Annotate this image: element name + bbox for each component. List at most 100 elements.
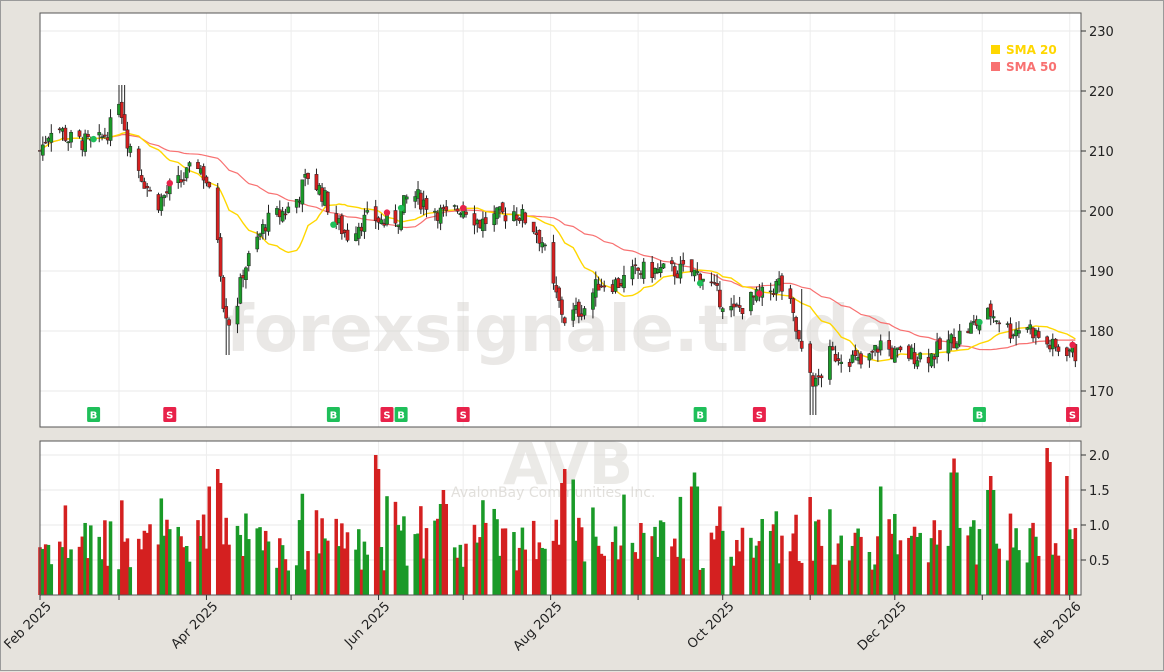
volume-bar bbox=[949, 472, 953, 595]
candle-body bbox=[560, 299, 564, 315]
candle-body bbox=[97, 132, 102, 136]
candle-body bbox=[325, 191, 330, 213]
volume-bar bbox=[452, 547, 457, 595]
volume-bar bbox=[681, 558, 685, 595]
volume-bar bbox=[433, 520, 437, 595]
volume-tick-label: 2.0 bbox=[1089, 449, 1110, 464]
volume-bar bbox=[43, 544, 48, 595]
candle-body bbox=[633, 264, 638, 266]
candle-body bbox=[100, 136, 104, 139]
volume-bar bbox=[108, 521, 113, 595]
candle-body bbox=[813, 377, 818, 387]
watermark-company: AvalonBay Communities, Inc. bbox=[451, 485, 655, 501]
volume-bar bbox=[540, 547, 544, 595]
candle-body bbox=[701, 278, 705, 282]
volume-bar bbox=[836, 543, 841, 595]
candle-body bbox=[870, 351, 875, 353]
candle-body bbox=[495, 207, 499, 219]
volume-bar bbox=[656, 556, 660, 595]
volume-bar bbox=[481, 500, 485, 595]
price-tick-label: 220 bbox=[1089, 85, 1114, 100]
x-tick-label: Feb 2025 bbox=[2, 599, 55, 652]
candle-body bbox=[794, 317, 798, 332]
candle-body bbox=[771, 293, 776, 295]
volume-bar bbox=[675, 556, 680, 595]
volume-bar bbox=[297, 520, 302, 595]
volume-bar bbox=[280, 545, 285, 595]
candle-body bbox=[661, 263, 666, 269]
candle-body bbox=[969, 322, 973, 334]
volume-bar bbox=[811, 560, 815, 595]
volume-bar bbox=[218, 483, 223, 595]
candle-body bbox=[122, 114, 127, 131]
candle-body bbox=[77, 130, 82, 137]
candle-body bbox=[294, 198, 299, 208]
candle-body bbox=[300, 179, 305, 205]
volume-bar bbox=[261, 550, 265, 595]
volume-bar bbox=[594, 536, 598, 595]
volume-bar bbox=[46, 544, 51, 595]
candle-body bbox=[235, 305, 240, 325]
volume-bar bbox=[562, 469, 567, 595]
volume-bar bbox=[97, 536, 102, 595]
buy-signal-marker bbox=[693, 407, 707, 422]
volume-bar bbox=[244, 513, 248, 595]
candle-body bbox=[562, 317, 567, 324]
volume-bar bbox=[794, 514, 798, 595]
sell-signal-dot bbox=[1069, 341, 1076, 349]
volume-bar bbox=[419, 506, 423, 595]
volume-bar bbox=[907, 537, 911, 595]
volume-bar bbox=[122, 541, 127, 595]
candle-body bbox=[492, 213, 497, 226]
volume-bar bbox=[616, 559, 621, 595]
buy-signal-label: B bbox=[397, 411, 405, 422]
buy-signal-label: B bbox=[90, 411, 98, 422]
volume-bar bbox=[591, 507, 595, 595]
volume-bar bbox=[379, 547, 384, 595]
candle-body bbox=[799, 340, 804, 349]
volume-bar bbox=[622, 494, 626, 595]
volume-bar bbox=[354, 549, 358, 595]
volume-bar bbox=[472, 524, 477, 595]
volume-bar bbox=[455, 557, 460, 595]
volume-bar bbox=[909, 535, 914, 595]
candle-body bbox=[224, 306, 229, 319]
candle-body bbox=[306, 172, 310, 179]
volume-bar bbox=[438, 504, 443, 595]
volume-bar bbox=[560, 483, 564, 595]
volume-bar bbox=[986, 490, 990, 595]
volume-bar bbox=[579, 527, 584, 595]
volume-bar bbox=[692, 472, 697, 595]
candle-body bbox=[176, 175, 181, 184]
candle-body bbox=[345, 229, 350, 241]
volume-bar bbox=[461, 566, 465, 595]
x-tick-label: Oct 2025 bbox=[685, 599, 738, 652]
volume-bar bbox=[1048, 462, 1052, 595]
volume-bar bbox=[41, 548, 45, 595]
volume-bar bbox=[577, 517, 581, 595]
volume-bar bbox=[286, 570, 291, 595]
candle-body bbox=[379, 219, 384, 224]
sma-50-line bbox=[39, 133, 1076, 351]
price-tick-label: 170 bbox=[1089, 385, 1114, 400]
candle-body bbox=[892, 348, 897, 363]
volume-bar bbox=[994, 543, 999, 595]
legend: SMA 20 SMA 50 bbox=[991, 43, 1057, 74]
volume-bar bbox=[915, 536, 920, 595]
volume-bar bbox=[393, 501, 398, 595]
candle-body bbox=[952, 336, 956, 349]
volume-bar bbox=[582, 561, 587, 595]
volume-bar bbox=[128, 567, 133, 595]
volume-bar bbox=[142, 530, 147, 595]
candle-body bbox=[148, 189, 152, 192]
volume-bar bbox=[436, 518, 440, 595]
candle-body bbox=[957, 330, 962, 345]
candle-body bbox=[382, 223, 387, 226]
buy-signal-marker bbox=[87, 407, 101, 422]
volume-bar bbox=[1031, 522, 1035, 595]
volume-bar bbox=[695, 486, 700, 595]
volume-bar bbox=[887, 519, 891, 595]
volume-bar bbox=[737, 551, 742, 595]
sell-signal-marker bbox=[163, 407, 177, 422]
